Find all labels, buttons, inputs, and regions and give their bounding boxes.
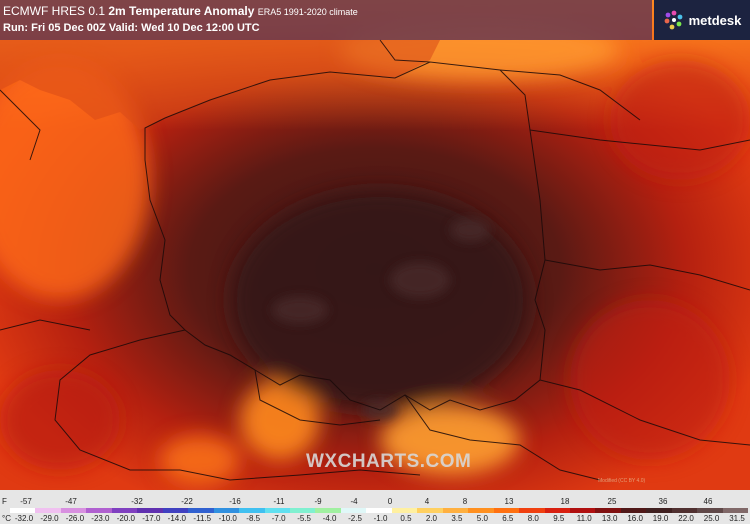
celsius-tick-label: 11.0 xyxy=(576,514,592,523)
celsius-tick-label: -23.0 xyxy=(91,514,110,523)
color-swatch xyxy=(86,508,112,513)
celsius-tick-label: -14.0 xyxy=(167,514,186,523)
celsius-tick-label: -1.0 xyxy=(373,514,388,523)
celsius-tick-label: -29.0 xyxy=(40,514,59,523)
fahrenheit-scale: F -57 -47 -32 -22 -16 -11 -9 -4 0 4 8 13 18 25 36 46 xyxy=(0,497,750,507)
fahrenheit-tick-label: -47 xyxy=(65,497,77,506)
celsius-tick-label: -20.0 xyxy=(116,514,135,523)
model-name: ECMWF HRES 0.1 xyxy=(3,4,106,18)
color-swatch xyxy=(493,508,520,513)
color-swatch xyxy=(544,508,570,513)
color-swatch xyxy=(595,508,621,513)
celsius-tick-label: -26.0 xyxy=(65,514,85,523)
color-swatch xyxy=(315,508,341,513)
celsius-tick-label: 8.0 xyxy=(527,514,539,523)
color-swatch xyxy=(417,508,443,513)
celsius-tick-label: -8.5 xyxy=(246,514,261,523)
celsius-tick-label: 31.5 xyxy=(729,514,745,523)
color-swatch xyxy=(519,508,545,513)
celsius-tick-label: -4.0 xyxy=(322,514,337,523)
celsius-tick-label: 6.5 xyxy=(502,514,514,523)
fahrenheit-tick-label: -4 xyxy=(350,497,358,506)
color-swatch xyxy=(391,508,418,513)
variable-name: 2m Temperature Anomaly xyxy=(108,4,255,18)
celsius-tick-label: 22.0 xyxy=(678,514,694,523)
color-swatch xyxy=(697,508,723,513)
celsius-tick-label: 0.5 xyxy=(400,514,412,523)
color-swatch xyxy=(60,508,87,513)
celsius-tick-label: -10.0 xyxy=(218,514,237,523)
fahrenheit-tick-label: 25 xyxy=(607,497,617,506)
color-swatch xyxy=(340,508,367,513)
color-swatch xyxy=(569,508,596,513)
color-bar xyxy=(10,508,749,513)
color-swatch xyxy=(442,508,469,513)
color-swatch xyxy=(239,508,265,513)
color-swatch xyxy=(188,508,214,513)
celsius-tick-label: 25.0 xyxy=(703,514,720,523)
fahrenheit-tick-label: -16 xyxy=(229,497,241,506)
color-swatch xyxy=(162,508,189,513)
color-legend: F -57 -47 -32 -22 -16 -11 -9 -4 0 4 8 13 18 25 36 46 °C… xyxy=(0,490,750,524)
color-swatch xyxy=(646,508,672,513)
fahrenheit-tick-label: -57 xyxy=(20,497,32,506)
temperature-anomaly-map xyxy=(0,0,750,490)
color-swatch xyxy=(264,508,290,513)
color-swatch xyxy=(620,508,647,513)
celsius-tick-label: -11.5 xyxy=(193,514,212,523)
brand-name: metdesk xyxy=(688,12,742,28)
metdesk-flower-icon xyxy=(664,10,683,30)
celsius-tick-label: 3.5 xyxy=(451,514,463,523)
color-swatch xyxy=(671,508,698,513)
celsius-tick-label: 16.0 xyxy=(627,514,643,523)
celsius-tick-label: 5.0 xyxy=(476,514,488,523)
color-swatch xyxy=(213,508,240,513)
fahrenheit-tick-label: 8 xyxy=(462,497,468,506)
fahrenheit-tick-label: -9 xyxy=(314,497,322,506)
wxcharts-watermark: WXCHARTS.COM xyxy=(306,451,472,472)
fahrenheit-tick-label: 4 xyxy=(424,497,430,506)
celsius-tick-label: 13.0 xyxy=(601,514,618,523)
celsius-tick-label: -7.0 xyxy=(271,514,286,523)
map-title: ECMWF HRES 0.1 2m Temperature Anomaly ER… xyxy=(3,3,652,20)
celsius-tick-label: 9.5 xyxy=(553,514,565,523)
fahrenheit-tick-label: 46 xyxy=(703,497,713,506)
celsius-tick-label: 2.0 xyxy=(425,514,437,523)
fahrenheit-tick-label: 13 xyxy=(504,497,514,506)
color-swatch xyxy=(722,508,749,513)
celsius-tick-label: -2.5 xyxy=(348,514,362,523)
color-swatch xyxy=(111,508,138,513)
fahrenheit-unit: F xyxy=(2,497,7,506)
fahrenheit-tick-label: 36 xyxy=(658,497,668,506)
color-swatch xyxy=(468,508,494,513)
climate-reference: ERA5 1991-2020 climate xyxy=(257,7,358,17)
celsius-scale: °C -32.0 -29.0 -26.0 -23.0 -20.0 -17.0 -14.0 -1… xyxy=(0,514,750,524)
color-swatch xyxy=(137,508,163,513)
fahrenheit-tick-label: 0 xyxy=(387,497,393,506)
celsius-tick-label: -32.0 xyxy=(14,514,34,523)
map-credit: Modified (CC BY 4.0) xyxy=(598,478,646,484)
celsius-tick-label: -17.0 xyxy=(142,514,161,523)
metdesk-logo: metdesk xyxy=(654,0,750,40)
color-swatch xyxy=(289,508,316,513)
fahrenheit-tick-label: -22 xyxy=(181,497,193,506)
fahrenheit-tick-label: -32 xyxy=(131,497,143,506)
celsius-unit: °C xyxy=(2,514,11,523)
celsius-tick-label: -5.5 xyxy=(297,514,311,523)
color-swatch xyxy=(366,508,392,513)
fahrenheit-tick-label: -11 xyxy=(273,497,285,506)
map-header: ECMWF HRES 0.1 2m Temperature Anomaly ER… xyxy=(0,0,652,40)
color-swatch xyxy=(10,508,36,513)
fahrenheit-tick-label: 18 xyxy=(560,497,570,506)
color-swatch xyxy=(35,508,61,513)
celsius-tick-label: 19.0 xyxy=(652,514,669,523)
run-valid-time: Run: Fri 05 Dec 00Z Valid: Wed 10 Dec 12… xyxy=(3,22,260,34)
